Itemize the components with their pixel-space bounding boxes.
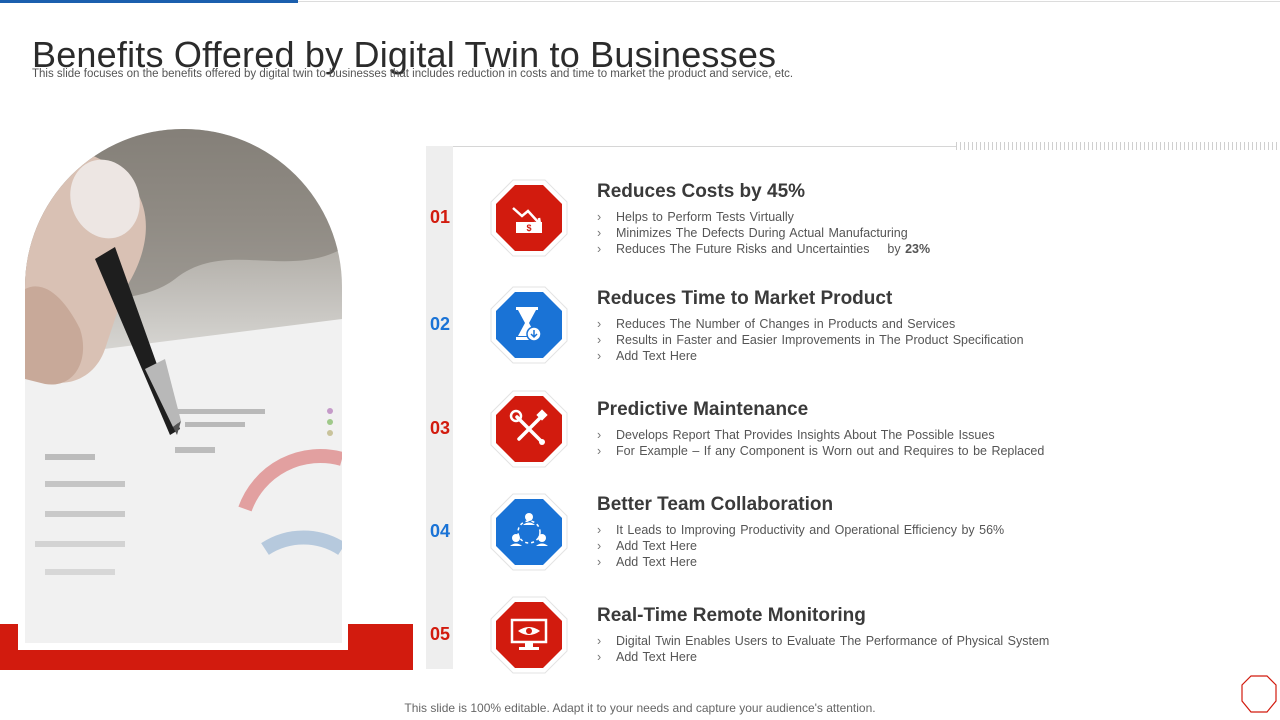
- item-title-02: Reduces Time to Market Product: [597, 288, 893, 309]
- item-bullets-01: › Helps to Perform Tests Virtually › Minim…: [597, 209, 930, 257]
- item-number-04: 04: [430, 521, 451, 541]
- footer-note: This slide is 100% editable. Adapt it to…: [404, 701, 876, 715]
- bullet: › Develops Report That Provides Insights …: [597, 428, 995, 442]
- item-badge-01: $: [489, 178, 569, 258]
- item-badge-04: [489, 492, 569, 572]
- bullet: › Minimizes The Defects During Actual Man…: [597, 226, 908, 240]
- item-number-01: 01: [430, 207, 451, 227]
- top-divider-line: [298, 1, 1280, 2]
- top-accent-line: [0, 0, 298, 3]
- hourglass-icon: [490, 286, 568, 364]
- item-title-03: Predictive Maintenance: [597, 399, 809, 420]
- item-badge-05: [489, 595, 569, 675]
- bullet: › Add Text Here: [597, 650, 697, 664]
- bullet: › Helps to Perform Tests Virtually: [597, 210, 794, 224]
- item-title-04: Better Team Collaboration: [597, 494, 834, 515]
- bullet: › Add Text Here: [597, 539, 697, 553]
- page-title: Benefits Offered by Digital Twin to Busi…: [32, 34, 777, 76]
- bullet: › Results in Faster and Easier Improvemen…: [597, 333, 1024, 347]
- bullet-highlight-value: 23%: [905, 242, 931, 256]
- item-title-01: Reduces Costs by 45%: [597, 181, 806, 202]
- item-bullets-04: › It Leads to Improving Productivity and …: [597, 522, 1004, 570]
- cost-down-icon: $: [490, 179, 568, 257]
- item-badge-02: [489, 285, 569, 365]
- bullet: › Digital Twin Enables Users to Evaluate …: [597, 634, 1050, 648]
- bullet: › Reduces The Number of Changes in Produc…: [597, 317, 956, 331]
- timeline-top-line: [453, 146, 956, 147]
- svg-text:$: $: [526, 223, 531, 233]
- bullet: › For Example – If any Component is Worn …: [597, 444, 1045, 458]
- decorative-dashed-line: [956, 142, 1278, 150]
- item-number-03: 03: [430, 418, 451, 438]
- item-number-05: 05: [430, 624, 451, 644]
- hand-pen-document-photo: [25, 129, 342, 643]
- item-bullets-05: › Digital Twin Enables Users to Evaluate …: [597, 633, 1049, 665]
- item-bullets-03: › Develops Report That Provides Insights …: [597, 427, 1044, 459]
- bullet: › Add Text Here: [597, 555, 697, 569]
- item-number-02: 02: [430, 314, 451, 334]
- octagon-corner-icon: [1240, 674, 1278, 714]
- tools-icon: [490, 390, 568, 468]
- bullet: › Reduces The Future Risks and Uncertaint…: [597, 242, 931, 256]
- team-icon: [490, 493, 568, 571]
- page-subtitle: This slide focuses on the benefits offer…: [32, 68, 794, 80]
- item-badge-03: [489, 389, 569, 469]
- item-title-05: Real-Time Remote Monitoring: [597, 605, 866, 626]
- bullet: › Add Text Here: [597, 349, 697, 363]
- item-bullets-02: › Reduces The Number of Changes in Produc…: [597, 316, 1024, 364]
- monitor-eye-icon: [490, 596, 568, 674]
- bullet: › It Leads to Improving Productivity and …: [597, 523, 1005, 537]
- timeline-bar: [426, 146, 453, 669]
